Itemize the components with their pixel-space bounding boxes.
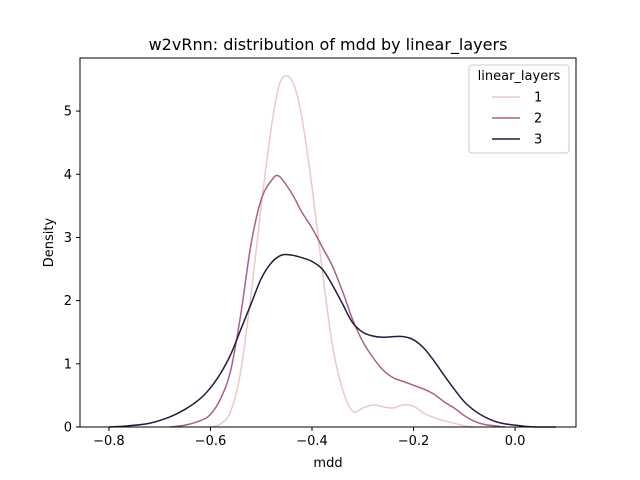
chart-title: w2vRnn: distribution of mdd by linear_la…: [149, 35, 508, 55]
series-line-3: [108, 253, 556, 428]
legend-label-2: 2: [534, 112, 542, 127]
series-lines: [108, 74, 556, 428]
legend-entries: 1 2 3: [492, 91, 542, 148]
legend: linear_layers 1 2 3: [468, 64, 570, 154]
x-axis-ticks: −0.8 −0.6 −0.4 −0.2 0.0: [93, 427, 525, 449]
legend-label-1: 1: [534, 91, 542, 106]
y-tick-label: 2: [64, 294, 72, 309]
x-tick-label: −0.8: [93, 434, 125, 449]
y-axis-label: Density: [42, 217, 57, 267]
x-tick-label: −0.2: [398, 434, 430, 449]
plot-frame: [79, 57, 577, 428]
x-tick-label: −0.4: [296, 434, 328, 449]
x-tick-label: −0.6: [195, 434, 227, 449]
series-line-1: [210, 74, 475, 428]
x-tick-label: 0.0: [505, 434, 526, 449]
y-tick-label: 0: [64, 421, 72, 436]
y-tick-label: 1: [64, 357, 72, 372]
legend-box: [468, 64, 570, 154]
y-tick-label: 3: [64, 231, 72, 246]
legend-title: linear_layers: [478, 69, 561, 84]
legend-label-3: 3: [534, 133, 542, 148]
series-line-2: [169, 174, 506, 428]
y-axis-ticks: 0 1 2 3 4 5: [64, 105, 80, 436]
y-tick-label: 4: [64, 168, 72, 183]
y-tick-label: 5: [64, 105, 72, 120]
x-axis-label: mdd: [313, 456, 342, 471]
